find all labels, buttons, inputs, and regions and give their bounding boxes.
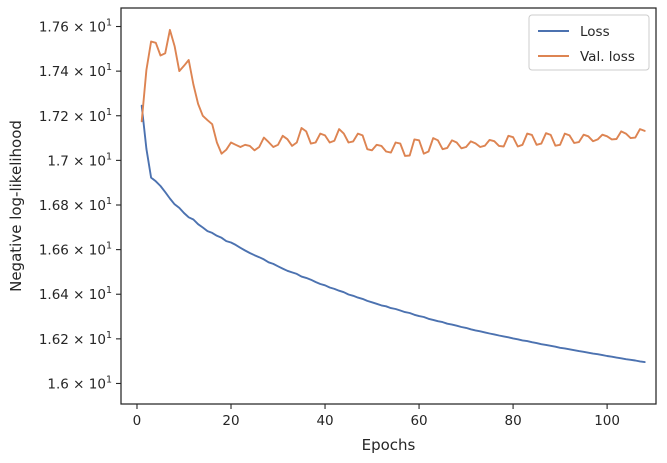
x-tick-label: 80 xyxy=(504,413,521,429)
x-axis-label: Epochs xyxy=(362,436,416,454)
y-tick-label: 1.7 × 101 xyxy=(47,151,112,169)
x-tick-label: 40 xyxy=(316,413,333,429)
y-axis-label: Negative log-likelihood xyxy=(7,120,25,292)
legend: Loss Val. loss xyxy=(528,14,650,71)
x-tick-label: 0 xyxy=(133,413,142,429)
y-tick-label: 1.6 × 101 xyxy=(47,374,112,392)
series-line-val-loss xyxy=(140,28,646,157)
x-tick-label: 60 xyxy=(410,413,427,429)
y-tick-label: 1.72 × 101 xyxy=(39,107,112,125)
legend-label-loss: Loss xyxy=(580,24,610,40)
series-line-loss xyxy=(140,104,646,364)
y-tick-label: 1.66 × 101 xyxy=(39,241,112,259)
legend-label-val-loss: Val. loss xyxy=(580,49,635,65)
y-tick-label: 1.68 × 101 xyxy=(39,196,112,214)
y-tick-label: 1.76 × 101 xyxy=(39,18,112,36)
y-tick-label: 1.74 × 101 xyxy=(39,62,112,80)
y-tick-label: 1.62 × 101 xyxy=(39,330,112,348)
plot-area xyxy=(140,28,646,364)
y-axis-ticks: 1.6 × 101 1.62 × 101 1.64 × 101 1.66 × 101 1… xyxy=(39,18,121,392)
x-tick-label: 20 xyxy=(222,413,239,429)
y-tick-label: 1.64 × 101 xyxy=(39,285,112,303)
x-tick-label: 100 xyxy=(594,413,620,429)
axes-frame xyxy=(120,7,657,405)
x-axis-ticks: 0 20 40 60 80 100 xyxy=(133,404,620,429)
